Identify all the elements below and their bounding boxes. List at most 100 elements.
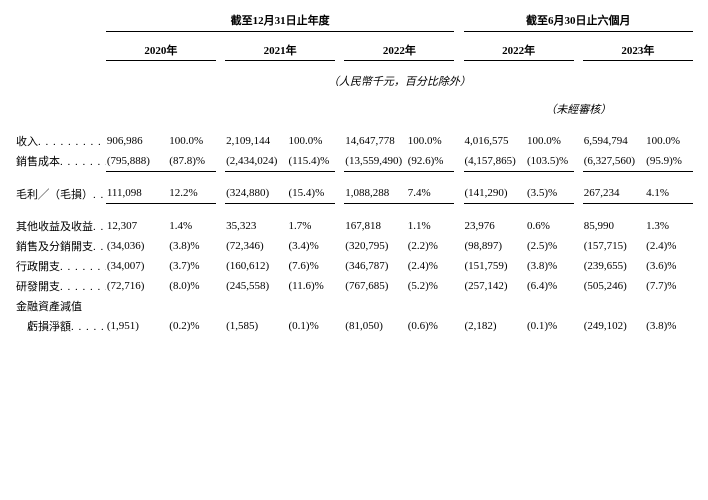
row-cos: 銷售成本 (795,888)(87.8)% (2,434,024)(115.4)…: [15, 151, 693, 171]
val: 4,016,575: [464, 131, 526, 151]
pct: 100.0%: [407, 131, 455, 151]
pct: 100.0%: [168, 131, 216, 151]
pct: (0.1)%: [288, 316, 336, 336]
val: (34,036): [106, 236, 168, 256]
val: 1,088,288: [344, 184, 406, 204]
label: 金融資產減值: [16, 301, 82, 313]
val: (72,346): [225, 236, 287, 256]
label: 毛利╱（毛損）: [16, 189, 93, 201]
val: (505,246): [583, 276, 645, 296]
val: (13,559,490): [344, 151, 406, 171]
pct: (0.2)%: [168, 316, 216, 336]
pct: (103.5)%: [526, 151, 574, 171]
row-other: 其他收益及收益 12,3071.4% 35,3231.7% 167,8181.1…: [15, 216, 693, 236]
val: (2,434,024): [225, 151, 287, 171]
val: (98,897): [464, 236, 526, 256]
val: 23,976: [464, 216, 526, 236]
label: 研發開支: [16, 281, 60, 293]
pct: (3.8)%: [168, 236, 216, 256]
val: 6,594,794: [583, 131, 645, 151]
pct: (11.6)%: [288, 276, 336, 296]
pct: (2.4)%: [407, 256, 455, 276]
pct: 0.6%: [526, 216, 574, 236]
row-impair: 虧損淨額 (1,951)(0.2)% (1,585)(0.1)% (81,050…: [15, 316, 693, 336]
val: (4,157,865): [464, 151, 526, 171]
val: 167,818: [344, 216, 406, 236]
row-revenue: 收入 906,986100.0% 2,109,144100.0% 14,647,…: [15, 131, 693, 151]
col-2020: 2020年: [106, 40, 216, 61]
pct: 1.1%: [407, 216, 455, 236]
pct: 4.1%: [645, 184, 693, 204]
val: 12,307: [106, 216, 168, 236]
val: (245,558): [225, 276, 287, 296]
financial-table: 截至12月31日止年度 截至6月30日止六個月 2020年 2021年 2022…: [15, 10, 693, 336]
row-admin: 行政開支 (34,007)(3.7)% (160,612)(7.6)% (346…: [15, 256, 693, 276]
val: (346,787): [344, 256, 406, 276]
pct: 1.4%: [168, 216, 216, 236]
pct: 100.0%: [526, 131, 574, 151]
col-h2022: 2022年: [464, 40, 574, 61]
pct: 12.2%: [168, 184, 216, 204]
pct: (15.4)%: [288, 184, 336, 204]
val: (324,880): [225, 184, 287, 204]
row-selling: 銷售及分銷開支 (34,036)(3.8)% (72,346)(3.4)% (3…: [15, 236, 693, 256]
label: 銷售及分銷開支: [16, 241, 93, 253]
val: (1,585): [225, 316, 287, 336]
pct: (2.4)%: [645, 236, 693, 256]
label: 行政開支: [16, 261, 60, 273]
pct: 1.3%: [645, 216, 693, 236]
pct: (3.5)%: [526, 184, 574, 204]
pct: (8.0)%: [168, 276, 216, 296]
val: 267,234: [583, 184, 645, 204]
val: (320,795): [344, 236, 406, 256]
unaudited-note: （未經審核）: [464, 99, 694, 119]
val: 14,647,778: [344, 131, 406, 151]
val: (767,685): [344, 276, 406, 296]
row-rd: 研發開支 (72,716)(8.0)% (245,558)(11.6)% (76…: [15, 276, 693, 296]
val: (6,327,560): [583, 151, 645, 171]
val: (34,007): [106, 256, 168, 276]
pct: (3.6)%: [645, 256, 693, 276]
header-period-half: 截至6月30日止六個月: [464, 10, 694, 32]
val: 35,323: [225, 216, 287, 236]
row-impair-header: 金融資產減值: [15, 296, 693, 316]
val: (72,716): [106, 276, 168, 296]
pct: (5.2)%: [407, 276, 455, 296]
val: (257,142): [464, 276, 526, 296]
unit-note: （人民幣千元，百分比除外）: [106, 71, 693, 91]
pct: (87.8)%: [168, 151, 216, 171]
pct: (3.7)%: [168, 256, 216, 276]
val: (160,612): [225, 256, 287, 276]
val: 111,098: [106, 184, 168, 204]
val: 85,990: [583, 216, 645, 236]
val: (2,182): [464, 316, 526, 336]
header-period-year: 截至12月31日止年度: [106, 10, 455, 32]
pct: (3.4)%: [288, 236, 336, 256]
col-2022: 2022年: [344, 40, 454, 61]
pct: 1.7%: [288, 216, 336, 236]
pct: (92.6)%: [407, 151, 455, 171]
label: 虧損淨額: [16, 321, 71, 333]
val: (141,290): [464, 184, 526, 204]
pct: 7.4%: [407, 184, 455, 204]
pct: (7.7)%: [645, 276, 693, 296]
val: 906,986: [106, 131, 168, 151]
pct: (95.9)%: [645, 151, 693, 171]
pct: (0.6)%: [407, 316, 455, 336]
col-h2023: 2023年: [583, 40, 693, 61]
row-gross: 毛利╱（毛損） 111,09812.2% (324,880)(15.4)% 1,…: [15, 184, 693, 204]
pct: (0.1)%: [526, 316, 574, 336]
pct: (6.4)%: [526, 276, 574, 296]
val: (157,715): [583, 236, 645, 256]
pct: (3.8)%: [645, 316, 693, 336]
val: (249,102): [583, 316, 645, 336]
label: 收入: [16, 136, 38, 148]
val: (81,050): [344, 316, 406, 336]
val: (151,759): [464, 256, 526, 276]
pct: (3.8)%: [526, 256, 574, 276]
pct: 100.0%: [645, 131, 693, 151]
pct: 100.0%: [288, 131, 336, 151]
label: 銷售成本: [16, 156, 60, 168]
pct: (2.2)%: [407, 236, 455, 256]
val: (795,888): [106, 151, 168, 171]
